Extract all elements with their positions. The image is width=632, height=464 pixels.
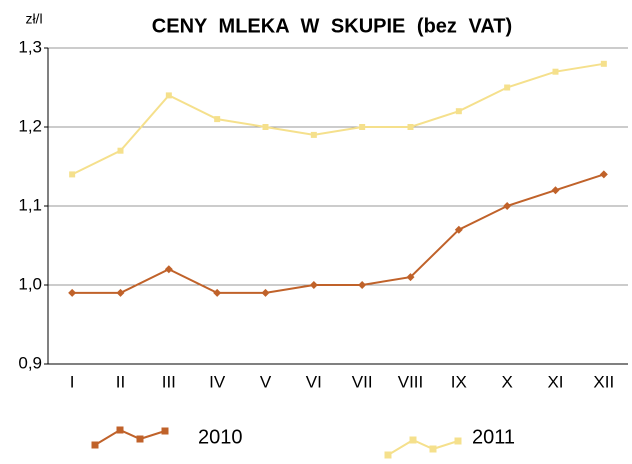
- marker: [262, 124, 269, 130]
- x-tick-label: VII: [352, 372, 373, 391]
- marker: [164, 265, 173, 274]
- legend-marker: [91, 441, 99, 449]
- legend-marker: [116, 426, 124, 434]
- marker: [454, 225, 463, 234]
- x-tick-label: III: [162, 372, 176, 391]
- marker: [310, 131, 317, 138]
- series-line: [72, 173, 605, 294]
- legend-marker: [384, 451, 392, 459]
- marker: [551, 186, 560, 195]
- marker: [117, 147, 124, 154]
- chart-title: CENY MLEKA W SKUPIE (bez VAT): [152, 15, 512, 37]
- x-tick-label: XII: [593, 372, 614, 391]
- marker: [214, 116, 221, 123]
- y-tick-label: 1,3: [18, 37, 42, 56]
- marker: [504, 84, 511, 91]
- marker: [358, 281, 367, 289]
- legend-marker: [161, 427, 169, 435]
- legend-line: [94, 428, 166, 446]
- x-tick-label: II: [116, 372, 125, 391]
- y-tick-label: 0,9: [18, 353, 42, 372]
- marker: [503, 202, 512, 210]
- marker: [261, 288, 270, 297]
- legend-marker: [136, 435, 144, 443]
- y-tick-label: 1,0: [18, 274, 42, 293]
- marker: [552, 68, 559, 75]
- y-tick-label: 1,1: [18, 195, 42, 214]
- marker: [600, 60, 607, 67]
- marker: [359, 124, 366, 130]
- legend-label: 2011: [472, 426, 515, 448]
- marker: [213, 288, 222, 297]
- legend-label: 2010: [198, 426, 243, 448]
- marker: [407, 124, 414, 130]
- marker: [455, 108, 462, 115]
- y-axis-label: zł/l: [25, 11, 42, 27]
- series-line: [71, 62, 604, 176]
- x-tick-label: VIII: [398, 372, 424, 391]
- x-tick-label: IV: [209, 372, 226, 391]
- x-tick-label: X: [501, 372, 512, 391]
- legend-marker: [429, 445, 437, 453]
- x-tick-label: I: [70, 372, 75, 391]
- marker: [309, 281, 318, 289]
- marker: [599, 170, 608, 179]
- marker: [68, 288, 77, 297]
- legend-marker: [454, 437, 462, 445]
- y-tick-label: 1,2: [18, 116, 42, 135]
- marker: [69, 171, 76, 178]
- marker: [165, 92, 172, 99]
- x-tick-label: VI: [306, 372, 322, 391]
- x-tick-label: IX: [451, 372, 467, 391]
- legend-line: [387, 438, 459, 456]
- legend-marker: [409, 436, 417, 444]
- x-tick-label: V: [260, 372, 272, 391]
- marker: [116, 288, 125, 297]
- marker: [406, 273, 415, 282]
- x-tick-label: XI: [547, 372, 563, 391]
